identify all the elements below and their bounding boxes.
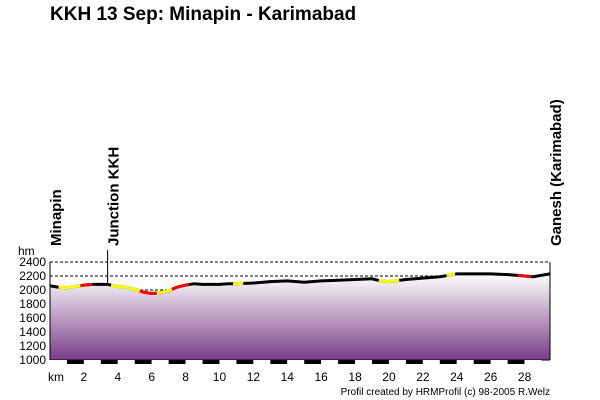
x-tick-label: 14: [281, 370, 295, 384]
x-tick-label: 28: [518, 370, 532, 384]
y-tick-label: 1800: [19, 297, 46, 311]
elevation-line: [49, 272, 551, 296]
x-tick-label: 24: [450, 370, 464, 384]
y-tick-label: 1600: [19, 311, 46, 325]
location-label: Minapin: [48, 189, 65, 246]
km-scale-segment: [473, 360, 491, 364]
y-tick-label: 1200: [19, 339, 46, 353]
km-scale-segment: [168, 360, 186, 364]
km-scale-segment: [83, 360, 101, 364]
km-scale-segment: [151, 360, 169, 364]
km-scale-segment: [304, 360, 322, 364]
km-scale-segment: [219, 360, 237, 364]
x-tick-label: 16: [315, 370, 329, 384]
km-scale-segment: [524, 360, 542, 364]
km-scale-segment: [388, 360, 406, 364]
chart-title: KKH 13 Sep: Minapin - Karimabad: [50, 4, 357, 25]
km-scale-segment: [134, 360, 152, 364]
y-tick-label: 2000: [19, 283, 46, 297]
km-scale-segment: [100, 360, 118, 364]
profile-segment: [80, 282, 93, 288]
profile-segment: [110, 283, 141, 293]
x-tick-label: 20: [382, 370, 396, 384]
km-scale-segment: [456, 360, 474, 364]
y-tick-label: 1000: [19, 353, 46, 367]
km-scale-segment: [117, 360, 135, 364]
y-axis-label: hm: [18, 244, 35, 258]
x-tick-label: 18: [348, 370, 362, 384]
y-tick-label: 2400: [19, 255, 46, 269]
location-labels: Minapin Junction KKH Ganesh (Karimabad): [48, 99, 565, 285]
x-tick-label: 2: [81, 370, 88, 384]
km-scale-segment: [236, 360, 254, 364]
km-scale-segment: [405, 360, 423, 364]
profile-segment: [156, 287, 173, 295]
x-tick-label: 6: [148, 370, 155, 384]
x-tick-label: 4: [114, 370, 121, 384]
credit-text: Profil created by HRMProfil (c) 98-2005 …: [340, 387, 550, 398]
x-tick-label: 26: [484, 370, 498, 384]
km-scale-segment: [287, 360, 305, 364]
km-scale-segment: [270, 360, 288, 364]
elevation-area: [50, 273, 550, 360]
profile-segment: [171, 283, 190, 291]
y-tick-label: 2200: [19, 269, 46, 283]
profile-segment: [517, 273, 532, 279]
km-scale-segment: [422, 360, 440, 364]
x-tick-label: 8: [182, 370, 189, 384]
km-scale-segment: [439, 360, 457, 364]
km-scale-segment: [507, 360, 525, 364]
location-label: Ganesh (Karimabad): [548, 99, 565, 246]
profile-segment: [378, 278, 400, 284]
km-scale-segment: [338, 360, 356, 364]
x-tick-label: 12: [247, 370, 261, 384]
y-tick-label: 1400: [19, 325, 46, 339]
location-label: Junction KKH: [106, 147, 123, 246]
profile-segment: [139, 289, 157, 296]
km-scale-segment: [321, 360, 339, 364]
profile-segment: [58, 284, 81, 290]
km-scale-segment: [50, 360, 67, 364]
km-scale-segment: [372, 360, 389, 364]
km-scale-segment: [253, 360, 271, 364]
km-scale-segment: [185, 360, 203, 364]
x-tick-label: 10: [213, 370, 227, 384]
km-scale-segment: [490, 360, 508, 364]
km-scale-segment: [66, 360, 84, 364]
x-tick-label: 22: [416, 370, 430, 384]
km-scale-segment: [202, 360, 220, 364]
profile-segment: [446, 272, 456, 278]
km-scale-segment: [355, 360, 373, 364]
x-axis-label: km: [48, 370, 64, 384]
